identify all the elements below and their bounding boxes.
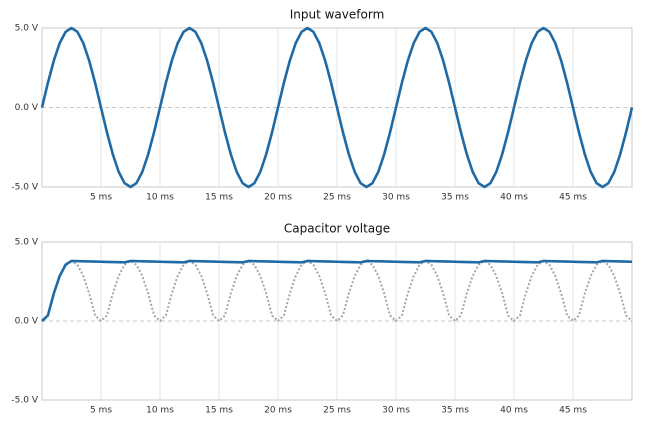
y-tick-label: 0.0 V <box>15 103 39 113</box>
x-tick-label: 35 ms <box>441 406 469 416</box>
x-tick-label: 45 ms <box>559 193 587 203</box>
y-tick-label: -5.0 V <box>11 183 38 193</box>
y-tick-label: 5.0 V <box>15 238 39 248</box>
line-series <box>41 259 633 322</box>
x-tick-label: 20 ms <box>264 193 292 203</box>
x-tick-label: 35 ms <box>441 193 469 203</box>
x-tick-label: 40 ms <box>500 193 528 203</box>
x-tick-label: 10 ms <box>146 406 174 416</box>
chart-title: Input waveform <box>290 8 385 22</box>
x-tick-label: 5 ms <box>90 193 112 203</box>
x-tick-label: 25 ms <box>323 193 351 203</box>
y-tick-label: 0.0 V <box>15 317 39 327</box>
x-tick-label: 45 ms <box>559 406 587 416</box>
x-tick-label: 20 ms <box>264 406 292 416</box>
x-tick-label: 25 ms <box>323 406 351 416</box>
x-tick-label: 15 ms <box>205 193 233 203</box>
x-tick-label: 10 ms <box>146 193 174 203</box>
x-tick-label: 30 ms <box>382 193 410 203</box>
y-tick-label: -5.0 V <box>11 396 38 406</box>
x-tick-label: 15 ms <box>205 406 233 416</box>
line-series <box>41 259 633 322</box>
x-tick-label: 40 ms <box>500 406 528 416</box>
chart-title: Capacitor voltage <box>284 222 390 236</box>
line-series <box>40 26 634 189</box>
x-tick-label: 30 ms <box>382 406 410 416</box>
y-tick-label: 5.0 V <box>15 24 39 34</box>
x-tick-label: 5 ms <box>90 406 112 416</box>
